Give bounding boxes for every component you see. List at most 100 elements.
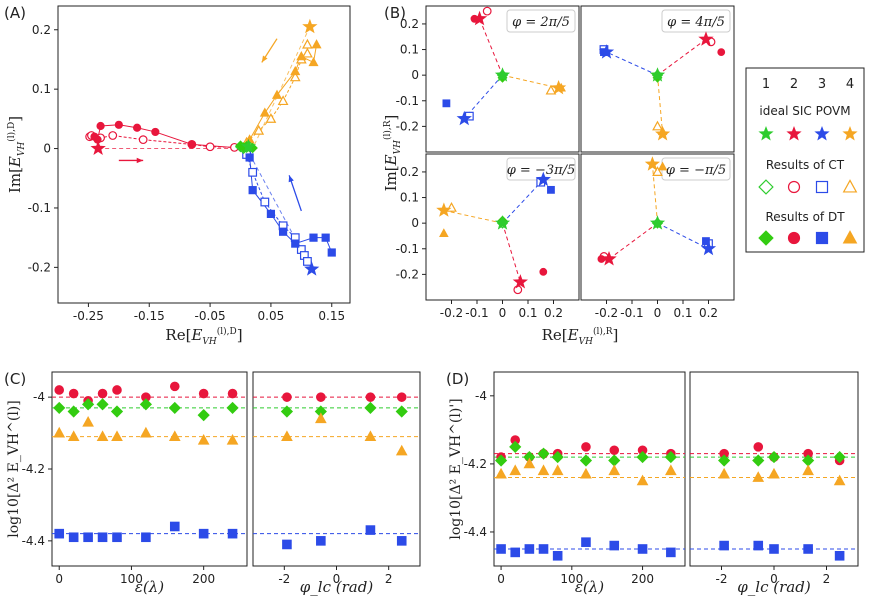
b-ideal-star-green xyxy=(649,215,666,230)
D-point-blue xyxy=(834,550,845,561)
D-point-orange xyxy=(833,474,846,486)
D-point-green xyxy=(551,450,564,464)
D-left-xlabel: ε(λ) xyxy=(575,578,604,596)
a-dt-point-red xyxy=(93,135,102,144)
panel-label-c: (C) xyxy=(4,370,26,388)
C-point-blue xyxy=(169,521,180,532)
b-xtick-label: 0.2 xyxy=(699,306,718,320)
b-ideal-star-blue xyxy=(456,110,472,126)
a-dt-point-orange xyxy=(308,56,319,67)
a-dt-point-red xyxy=(96,121,105,131)
a-ytick-label: 0 xyxy=(43,142,51,156)
a-dt-point-orange xyxy=(259,107,270,117)
legend-dt-marker-orange xyxy=(842,230,858,244)
D-point-green xyxy=(664,450,677,464)
C-point-red xyxy=(198,388,209,399)
b-phi-label: φ = 4π/5 xyxy=(667,15,725,30)
b-xtick-label: 0.2 xyxy=(544,306,563,320)
C-ytick-label: -4.2 xyxy=(22,462,45,476)
b-phi-label: φ = −π/5 xyxy=(666,163,726,178)
D-point-blue xyxy=(666,547,676,558)
D-point-green xyxy=(752,454,765,467)
panel-a-frame xyxy=(57,5,351,304)
D-point-green xyxy=(494,454,508,467)
b-ytick-label: -0.1 xyxy=(396,94,419,108)
b-ct-point-orange xyxy=(652,120,663,131)
C-xtick-label: 0 xyxy=(333,572,341,586)
b-ideal-dash-blue xyxy=(502,179,544,224)
C-point-orange xyxy=(168,430,181,442)
b-dt-point-blue xyxy=(547,185,555,194)
b-dt-point-red xyxy=(539,267,548,276)
b-dt-point-blue xyxy=(702,237,710,245)
a-ct-point-orange xyxy=(277,95,289,106)
b-ideal-dash-blue xyxy=(606,51,658,76)
C-point-red xyxy=(365,392,376,402)
legend-ct-label: Results of CT xyxy=(766,158,845,172)
legend-ideal-star-red xyxy=(786,126,802,141)
C-point-blue xyxy=(365,525,376,535)
b-ytick-label: 0 xyxy=(411,68,419,82)
a-arrow-red-head xyxy=(136,157,144,164)
b-ytick-label: 0.2 xyxy=(400,17,419,31)
b-ideal-star-green xyxy=(494,67,511,82)
a-ct-point-red xyxy=(205,142,215,152)
b-dt-point-red xyxy=(717,48,726,57)
a-dt-point-blue xyxy=(321,233,330,242)
b-xtick-label: -0.1 xyxy=(465,306,488,320)
D-ylabel: log10[Δ² E_VH^(l)'] xyxy=(448,398,464,539)
b-ideal-star-green xyxy=(494,215,511,230)
C-point-orange xyxy=(140,426,152,438)
C-point-blue xyxy=(141,532,151,543)
legend-ideal-label: ideal SIC POVM xyxy=(759,104,850,118)
D-point-orange xyxy=(537,464,550,476)
C-point-red xyxy=(112,385,122,395)
a-ideal-star-green xyxy=(240,138,256,154)
b-ideal-star-red xyxy=(512,274,528,289)
a-dt-point-red xyxy=(151,127,160,137)
panel-label-d: (D) xyxy=(446,370,469,388)
D-point-green xyxy=(833,450,846,464)
b-ct-point-red xyxy=(513,285,523,295)
a-xtick-label: -0.15 xyxy=(134,309,165,323)
C-point-red xyxy=(97,388,108,399)
C-point-red xyxy=(169,381,180,392)
b-xtick-label: -0.1 xyxy=(620,306,643,320)
a-ytick-label: -0.2 xyxy=(28,260,51,274)
b-ideal-star-orange xyxy=(551,80,567,95)
C-xtick-label: -2 xyxy=(278,572,290,586)
C-point-orange xyxy=(226,433,239,445)
b-xtick-label: -0.2 xyxy=(440,306,463,320)
C-point-green xyxy=(168,401,181,415)
D-point-blue xyxy=(609,540,620,551)
D-ytick-label: -4.2 xyxy=(464,457,487,471)
legend-number: 1 xyxy=(762,77,770,92)
a-xtick-label: 0.15 xyxy=(318,309,345,323)
C-point-red xyxy=(68,388,79,399)
D-point-green xyxy=(608,454,621,467)
C-point-green xyxy=(139,398,152,411)
C-point-blue xyxy=(198,528,209,539)
D-point-green xyxy=(537,447,550,460)
C-point-blue xyxy=(282,539,292,550)
C-point-orange xyxy=(53,426,66,438)
legend-ideal-star-green xyxy=(758,126,774,141)
b-ct-point-orange xyxy=(545,84,557,95)
a-ct-point-blue xyxy=(260,197,270,207)
D-point-red xyxy=(753,442,764,452)
C-point-orange xyxy=(364,430,377,442)
a-ytick-label: 0.1 xyxy=(32,82,51,96)
a-ct-point-red xyxy=(138,135,148,145)
C-point-green xyxy=(110,405,124,418)
legend-number: 4 xyxy=(846,77,854,92)
D-point-green xyxy=(718,454,731,467)
C-ytick-label: -4.4 xyxy=(22,534,45,548)
b-dt-point-orange xyxy=(439,228,449,237)
b-ideal-star-red xyxy=(601,251,617,266)
b-ytick-label: -0.1 xyxy=(396,242,419,256)
a-ct-point-orange xyxy=(289,71,301,82)
b-dt-point-blue xyxy=(442,99,451,108)
b-ideal-dash-orange xyxy=(443,209,503,224)
b-phi-box xyxy=(661,9,731,33)
legend-dt-marker-green xyxy=(758,230,774,246)
